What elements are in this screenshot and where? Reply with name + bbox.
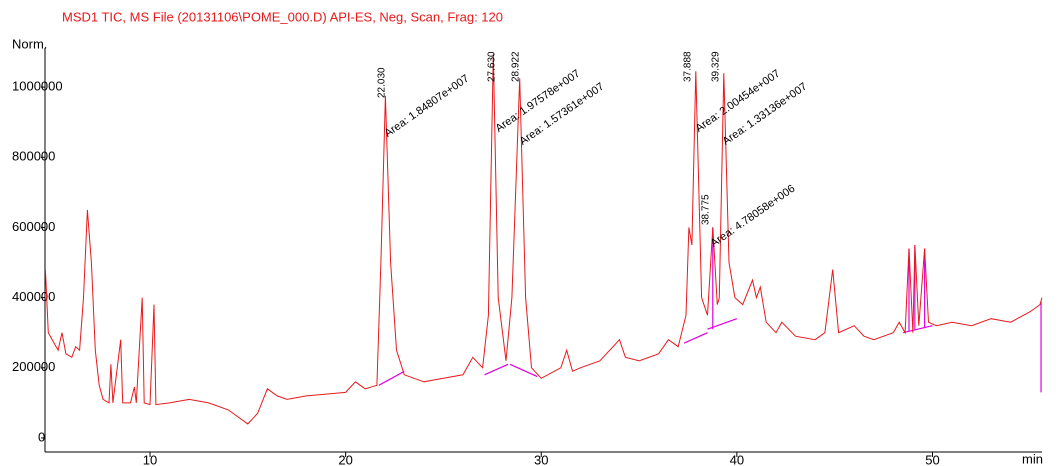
y-axis-label: Norm. xyxy=(12,36,47,51)
integration-baseline xyxy=(683,332,708,344)
area-annotation: Area: 1.33136e+007 xyxy=(721,81,810,148)
x-tick-label: 10 xyxy=(143,452,157,466)
peak-label: 37.888 xyxy=(683,51,694,82)
y-tick-label: 200000 xyxy=(12,359,55,374)
y-tick-label: 800000 xyxy=(12,149,55,164)
trace xyxy=(44,53,1043,425)
integration-baseline xyxy=(509,363,538,378)
peak-label: 22.030 xyxy=(377,67,388,98)
x-axis-label: min xyxy=(1022,451,1043,466)
y-tick-label: 1000000 xyxy=(12,79,63,94)
x-tick-label: 40 xyxy=(730,452,744,466)
x-tick-label: 30 xyxy=(534,452,548,466)
x-tick-label: 20 xyxy=(338,452,352,466)
peak-label: 28.922 xyxy=(511,51,522,82)
integration-baseline xyxy=(378,370,405,386)
peak-label: 39.329 xyxy=(711,51,722,82)
peak-label: 27.630 xyxy=(487,51,498,82)
y-tick-label: 400000 xyxy=(12,289,55,304)
chart-title: MSD1 TIC, MS File (20131106\POME_000.D) … xyxy=(62,9,503,24)
y-tick-label: 0 xyxy=(38,429,45,444)
y-tick-label: 600000 xyxy=(12,219,55,234)
x-tick-label: 50 xyxy=(925,452,939,466)
integration-baseline xyxy=(902,325,933,334)
peak-label: 38.775 xyxy=(701,194,712,225)
integration-baseline xyxy=(707,318,738,330)
integration-baseline xyxy=(484,363,509,376)
area-annotation: Area: 1.84807e+007 xyxy=(383,73,472,140)
